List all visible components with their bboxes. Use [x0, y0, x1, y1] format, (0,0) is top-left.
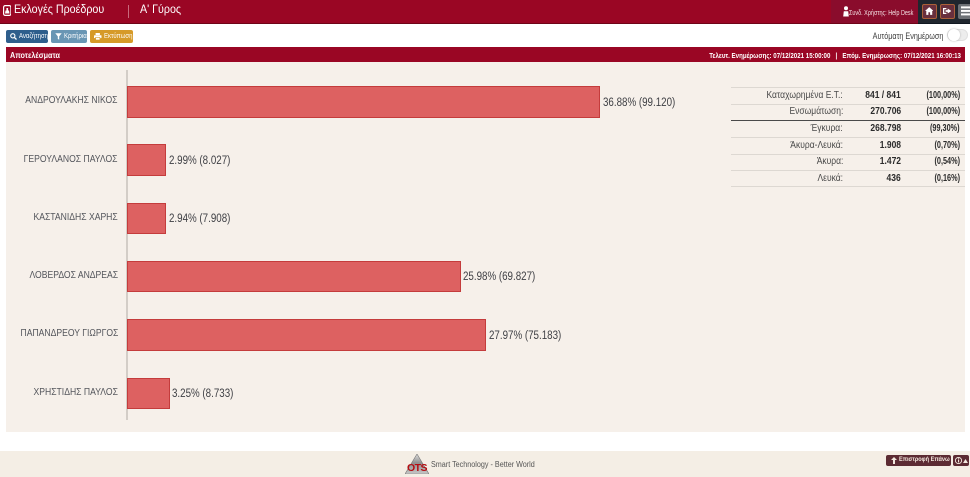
- svg-text:OTS: OTS: [407, 462, 428, 474]
